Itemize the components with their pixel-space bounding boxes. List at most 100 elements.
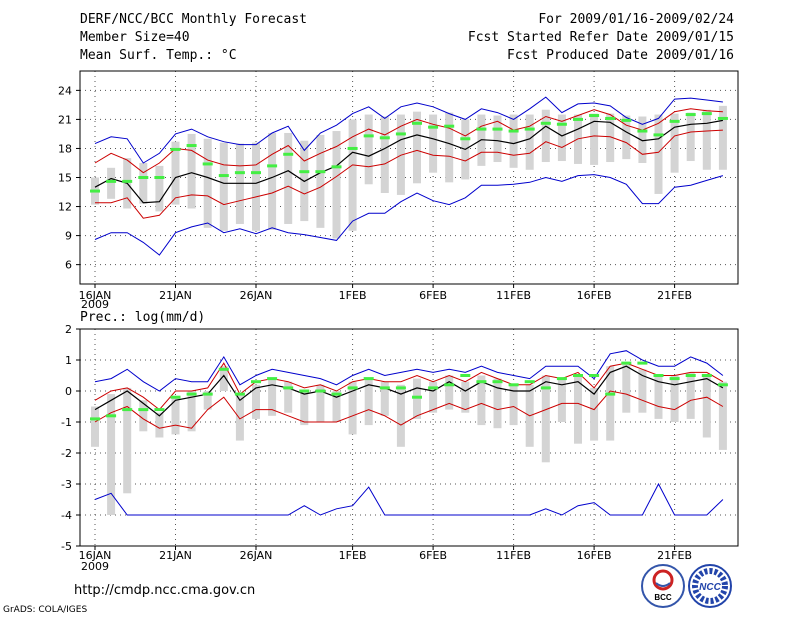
ensemble-box: [268, 132, 277, 230]
mean-marker: [412, 395, 422, 399]
ensemble-box: [107, 394, 116, 515]
mean-marker: [186, 392, 197, 396]
y-tick-label: 0: [65, 385, 72, 398]
lower-quartile-line: [95, 129, 723, 219]
ensemble-box: [509, 384, 518, 426]
started-date: Fcst Started Refer Date 2009/01/15: [467, 30, 734, 45]
ensemble-box: [284, 381, 293, 413]
mean-marker: [331, 392, 342, 396]
y-tick-label: -5: [61, 540, 72, 553]
mean-marker: [524, 127, 535, 131]
x-tick-label: 1FEB: [339, 289, 367, 302]
mean-marker: [363, 377, 374, 381]
mean-marker: [170, 147, 181, 151]
y-tick-label: -4: [61, 509, 72, 522]
ensemble-box: [203, 391, 212, 410]
variable-label: Mean Surf. Temp.: °C: [80, 48, 237, 63]
mean-marker: [717, 116, 728, 120]
mean-marker: [701, 112, 712, 116]
mean-marker: [701, 374, 712, 377]
ensemble-box: [139, 400, 148, 432]
mean-marker: [444, 383, 455, 387]
ensemble-box: [252, 142, 260, 231]
median-line: [94, 365, 724, 417]
mean-marker: [363, 134, 374, 138]
mean-marker: [653, 374, 664, 377]
ensemble-box: [171, 141, 180, 205]
ensemble-box: [332, 131, 341, 239]
mean-marker: [540, 121, 551, 125]
mean-marker: [106, 179, 117, 183]
mean-marker: [347, 386, 358, 390]
ensemble-box: [429, 114, 438, 173]
ensemble-box: [509, 114, 518, 168]
grads-credit: GrADS: COLA/IGES: [3, 605, 88, 615]
mean-marker: [685, 113, 696, 117]
ensemble-box: [718, 105, 727, 170]
max-line: [94, 350, 724, 392]
ensemble-box: [557, 114, 566, 162]
ensemble-box: [155, 412, 164, 438]
mean-marker: [637, 129, 648, 133]
mean-marker: [621, 361, 632, 365]
ensemble-box: [107, 167, 116, 199]
x-tick-label: 11FEB: [496, 549, 531, 562]
mean-marker: [315, 170, 326, 174]
y-tick-label: 2: [65, 323, 72, 336]
max-line: [94, 96, 723, 164]
ensemble-box: [396, 384, 405, 447]
mean-marker: [283, 386, 294, 390]
ensemble-box: [541, 375, 550, 463]
ensemble-box: [413, 378, 421, 419]
mean-marker: [524, 380, 535, 384]
x-year-label: 2009: [81, 298, 109, 311]
ensemble-box: [638, 116, 647, 163]
mean-marker: [379, 136, 390, 140]
mean-marker: [218, 174, 229, 178]
ensemble-box: [654, 375, 663, 419]
y-tick-label: 24: [58, 84, 72, 97]
ensemble-box: [654, 114, 663, 194]
ensemble-box: [268, 378, 277, 416]
ensemble-box: [686, 372, 695, 419]
mean-marker: [251, 380, 261, 384]
mean-marker: [508, 383, 519, 387]
ensemble-box: [670, 113, 679, 173]
y-tick-label: 21: [58, 113, 72, 126]
ensemble-box: [525, 114, 534, 170]
ensemble-box: [461, 381, 470, 413]
mean-marker: [90, 189, 100, 193]
mean-marker: [267, 377, 278, 381]
y-tick-label: 15: [58, 172, 72, 185]
ensemble-box: [606, 113, 615, 163]
forecast-period: For 2009/01/16-2009/02/24: [538, 12, 734, 27]
ensemble-box: [445, 375, 454, 410]
mean-marker: [202, 392, 213, 396]
ensemble-box: [670, 375, 679, 422]
x-tick-label: 21FEB: [657, 549, 692, 562]
mean-marker: [621, 118, 632, 122]
mean-marker: [138, 176, 149, 179]
mean-marker: [428, 125, 439, 129]
ensemble-box: [219, 142, 228, 231]
mean-marker: [492, 380, 503, 384]
mean-marker: [395, 132, 406, 136]
ensemble-box: [413, 111, 421, 184]
mean-marker: [669, 119, 680, 123]
ensemble-box: [332, 391, 341, 422]
y-tick-label: 6: [65, 259, 72, 272]
mean-marker: [573, 117, 583, 121]
ensemble-box: [622, 363, 631, 413]
ensemble-box: [171, 397, 180, 435]
ensemble-box: [477, 375, 486, 426]
mean-marker: [589, 374, 600, 377]
mean-marker: [251, 171, 261, 175]
ensemble-box: [590, 113, 599, 165]
y-tick-label: -2: [61, 447, 72, 460]
website-url[interactable]: http://cmdp.ncc.cma.gov.cn: [74, 583, 256, 598]
precip-panel-title: Prec.: log(mm/d): [80, 310, 206, 325]
x-tick-label: 21JAN: [159, 549, 192, 562]
x-tick-label: 16FEB: [577, 289, 612, 302]
mean-marker: [186, 144, 197, 148]
